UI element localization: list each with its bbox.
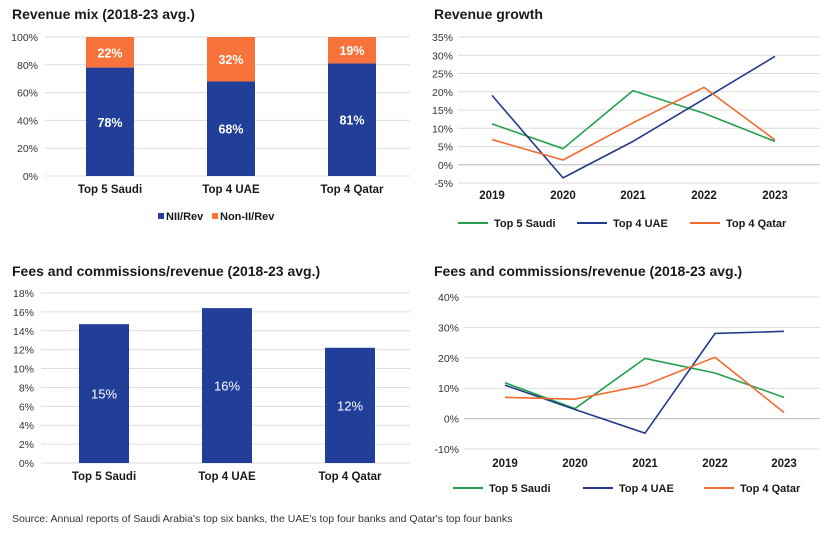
chart4-ytick: 30% [438,322,459,334]
chart3-ytick: 0% [19,458,34,470]
chart2-xtick: 2023 [762,190,788,202]
chart2-xtick: 2022 [691,190,717,202]
chart3-ytick: 16% [13,307,34,319]
chart3-data-label: 15% [91,387,117,402]
chart1-data-label: 68% [218,123,243,137]
chart4-legend-label: Top 5 Saudi [489,483,551,495]
chart4-fees-line: -10% 0% 10% 20% 30% 40% 2019 2020 2021 2022 2023 To… [434,292,820,495]
chart2-xtick: 2019 [479,190,505,202]
chart1-data-label: 81% [339,114,364,128]
chart2-ytick: 0% [438,160,453,172]
chart1-data-label: 32% [218,53,243,67]
chart1-legend-label: Non-II/Rev [220,211,275,223]
chart2-line-top-4-uae [491,55,776,179]
chart2-xtick: 2020 [550,190,576,202]
chart3-ytick: 12% [13,345,34,357]
chart2-legend-label: Top 5 Saudi [494,218,556,230]
chart1-ytick: 80% [17,60,38,72]
chart3-ytick: 2% [19,439,34,451]
chart1-data-label: 19% [339,44,364,58]
chart3-ytick: 10% [13,364,34,376]
chart4-line-top-5-saudi [504,357,785,410]
chart1-ytick: 100% [11,32,38,44]
chart1-legend-label: NII/Rev [166,211,204,223]
chart3-category-label: Top 4 UAE [198,471,256,483]
chart1-category-label: Top 4 UAE [202,184,260,196]
chart1-revenue-mix: 0% 20% 40% 60% 80% 100% 78% 22% Top 5 Saudi 68% 32… [11,32,410,223]
chart2-ytick: 25% [432,69,453,81]
chart1-data-label: 22% [97,46,122,60]
chart1-ytick: 40% [17,115,38,127]
chart4-xtick: 2022 [702,458,728,470]
chart2-title: Revenue growth [434,6,543,22]
chart3-category-label: Top 4 Qatar [318,471,382,483]
chart1-category-label: Top 5 Saudi [78,184,142,196]
chart4-ytick: 20% [438,353,459,365]
chart3-title: Fees and commissions/revenue (2018-23 av… [12,263,320,279]
chart3-ytick: 4% [19,420,34,432]
chart2-ytick: 10% [432,123,453,135]
chart2-legend-label: Top 4 UAE [613,218,668,230]
chart3-fees-bar: 0% 2% 4% 6% 8% 10% 12% 14% 16% 18% 15% Top 5 Saudi 1… [13,288,410,483]
chart3-bar [202,308,252,463]
chart3-ytick: 6% [19,401,34,413]
chart1-bar-nii [207,81,255,176]
chart1-bar-non-ii [207,37,255,82]
chart3-category-label: Top 5 Saudi [72,471,136,483]
chart1-bar-nii [86,67,134,176]
chart4-legend-label: Top 4 UAE [619,483,674,495]
chart1-bar-non-ii [328,37,376,64]
chart4-ytick: 40% [438,292,459,304]
chart4-ytick: -10% [434,444,459,456]
chart1-bar-nii [328,63,376,176]
chart4-xtick: 2021 [632,458,658,470]
chart2-ytick: -5% [434,178,453,190]
chart4-ytick: 0% [444,414,459,426]
chart2-legend-label: Top 4 Qatar [726,218,787,230]
chart1-ytick: 20% [17,143,38,155]
chart3-bar [79,324,129,463]
chart2-ytick: 5% [438,142,453,154]
chart1-category-label: Top 4 Qatar [320,184,384,196]
chart4-ytick: 10% [438,383,459,395]
chart2-line-top-4-qatar [491,86,776,161]
chart2-ytick: 30% [432,50,453,62]
chart3-data-label: 16% [214,379,240,394]
chart2-ytick: 15% [432,105,453,117]
chart3-ytick: 14% [13,326,34,338]
chart4-title: Fees and commissions/revenue (2018-23 av… [434,263,742,279]
chart1-data-label: 78% [97,116,122,130]
chart2-xtick: 2021 [620,190,646,202]
chart1-bar-non-ii [86,37,134,68]
source-note: Source: Annual reports of Saudi Arabia's… [12,513,512,525]
chart4-legend-label: Top 4 Qatar [740,483,801,495]
chart2-ytick: 20% [432,87,453,99]
chart1-legend-swatch [158,213,164,219]
chart4-line-top-4-uae [504,330,785,434]
chart4-xtick: 2020 [562,458,588,470]
chart4-line-top-4-qatar [504,356,785,414]
chart1-ytick: 0% [23,171,38,183]
chart3-bar [325,347,375,463]
chart4-xtick: 2019 [492,458,518,470]
chart3-ytick: 8% [19,382,34,394]
chart2-line-top-5-saudi [491,89,776,150]
chart4-xtick: 2023 [771,458,797,470]
chart1-ytick: 60% [17,88,38,100]
chart2-ytick: 35% [432,32,453,44]
chart1-title: Revenue mix (2018-23 avg.) [12,6,195,22]
chart1-legend-swatch [212,213,218,219]
chart2-revenue-growth: -5% 0% 5% 10% 15% 20% 25% 30% 35% 2019 2020 2021 202… [432,32,820,230]
chart3-ytick: 18% [13,288,34,300]
chart3-data-label: 12% [337,398,363,413]
